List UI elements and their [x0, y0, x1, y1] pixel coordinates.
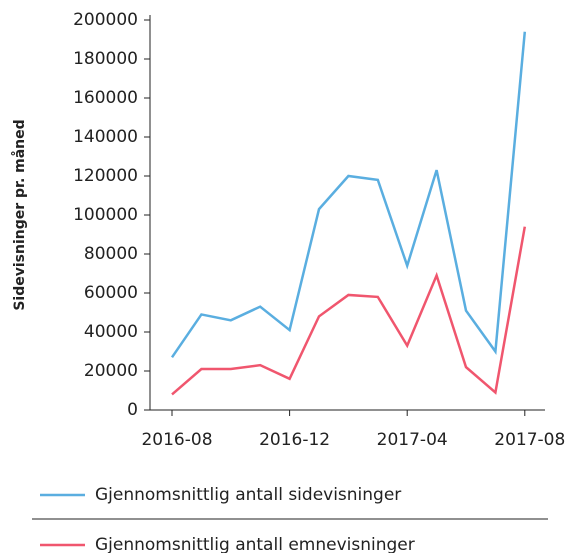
y-axis-label: Sidevisninger pr. måned: [11, 119, 28, 310]
y-tick-label: 140000: [73, 127, 138, 147]
y-tick-label: 180000: [73, 49, 138, 69]
line-series: [170, 31, 527, 359]
legend-label: Gjennomsnittlig antall emnevisninger: [95, 535, 415, 553]
y-tick-label: 200000: [73, 10, 138, 30]
y-tick-label: 0: [127, 400, 138, 420]
y-tick-label: 100000: [73, 205, 138, 225]
y-tick-label: 120000: [73, 166, 138, 186]
y-tick-label: 20000: [84, 361, 138, 381]
y-tick-label: 40000: [84, 322, 138, 342]
x-tick-label: 2017-04: [377, 430, 448, 450]
y-tick-label: 60000: [84, 283, 138, 303]
y-tick-label: 80000: [84, 244, 138, 264]
line-series: [171, 226, 527, 396]
y-tick-label: 160000: [73, 88, 138, 108]
x-tick-label: 2016-12: [259, 430, 330, 450]
x-tick-label: 2016-08: [141, 430, 212, 450]
x-tick-label: 2017-08: [494, 430, 565, 450]
legend-label: Gjennomsnittlig antall sidevisninger: [95, 485, 401, 505]
